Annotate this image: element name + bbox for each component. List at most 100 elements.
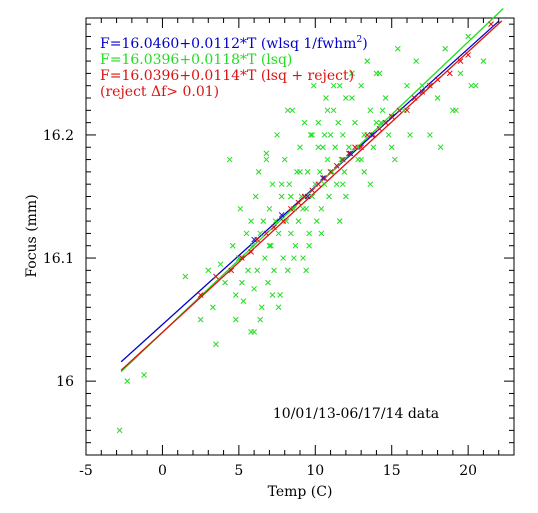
data-point bbox=[306, 230, 313, 237]
data-point bbox=[465, 33, 471, 40]
data-point bbox=[332, 144, 339, 151]
data-point bbox=[300, 205, 306, 212]
data-point bbox=[379, 107, 386, 114]
data-point bbox=[437, 144, 444, 151]
data-point bbox=[289, 107, 296, 114]
data-point bbox=[315, 119, 322, 126]
data-point bbox=[141, 372, 147, 378]
data-point bbox=[339, 156, 346, 163]
data-point bbox=[297, 169, 303, 175]
data-point bbox=[297, 144, 303, 151]
data-point bbox=[324, 156, 331, 163]
data-point bbox=[358, 156, 364, 163]
data-point bbox=[263, 150, 270, 157]
legend-entry: (reject Δf> 0.01) bbox=[100, 84, 219, 100]
data-point bbox=[411, 95, 418, 101]
data-point bbox=[266, 242, 273, 249]
data-point bbox=[468, 82, 475, 89]
data-point bbox=[335, 119, 342, 126]
data-point bbox=[239, 255, 245, 261]
legend-entry: F=16.0396+0.0118*T (lsq) bbox=[100, 52, 292, 68]
data-point bbox=[275, 230, 282, 237]
data-point bbox=[364, 58, 371, 64]
data-points bbox=[116, 21, 494, 434]
data-point bbox=[339, 132, 346, 138]
data-point bbox=[287, 230, 294, 237]
data-point bbox=[292, 242, 299, 249]
data-point bbox=[343, 95, 349, 101]
data-point bbox=[376, 125, 383, 132]
data-point bbox=[327, 132, 334, 138]
data-point bbox=[382, 119, 389, 126]
data-point bbox=[326, 193, 332, 200]
data-point bbox=[338, 156, 345, 163]
data-point bbox=[488, 21, 494, 28]
data-point bbox=[210, 304, 216, 311]
data-point bbox=[309, 132, 316, 138]
data-point bbox=[248, 249, 254, 255]
legend-entry: F=16.0460+0.0112*T (wlsq 1/fwhm2) bbox=[100, 35, 368, 52]
data-point bbox=[324, 107, 331, 114]
data-point bbox=[318, 230, 325, 237]
data-point bbox=[275, 304, 282, 311]
x-tick-label: 5 bbox=[234, 463, 243, 479]
data-point bbox=[388, 144, 395, 151]
data-point bbox=[382, 95, 389, 101]
x-tick-label: 0 bbox=[158, 463, 167, 479]
data-point bbox=[394, 45, 401, 52]
data-point bbox=[286, 181, 293, 188]
data-point bbox=[228, 267, 235, 274]
data-point bbox=[370, 132, 377, 138]
data-point bbox=[287, 193, 294, 200]
data-point bbox=[373, 119, 380, 126]
data-point bbox=[251, 285, 257, 292]
data-point bbox=[434, 76, 441, 83]
x-tick-labels: -5 0 5 10 15 20 bbox=[79, 463, 477, 479]
x-tick-label: 20 bbox=[459, 463, 477, 479]
data-point bbox=[226, 156, 233, 163]
data-point bbox=[263, 156, 270, 163]
data-point bbox=[407, 132, 413, 138]
data-point bbox=[370, 144, 377, 151]
data-point bbox=[413, 58, 420, 64]
data-point bbox=[265, 279, 271, 286]
data-point bbox=[317, 169, 323, 175]
data-point bbox=[404, 82, 410, 89]
data-point bbox=[323, 95, 329, 101]
data-point bbox=[442, 45, 449, 52]
data-point bbox=[205, 267, 212, 274]
data-point bbox=[378, 119, 384, 126]
data-point bbox=[329, 169, 335, 175]
x-tick-label: 10 bbox=[306, 463, 324, 479]
y-tick-label: 16.1 bbox=[43, 251, 74, 267]
data-point bbox=[116, 427, 123, 434]
data-point bbox=[309, 187, 316, 194]
legend-entry: F=16.0396+0.0114*T (lsq + reject) bbox=[100, 68, 354, 84]
data-point bbox=[301, 119, 308, 126]
data-point bbox=[396, 107, 403, 114]
data-point bbox=[268, 242, 274, 249]
data-point bbox=[280, 218, 287, 224]
y-tick-label: 16.2 bbox=[43, 128, 74, 144]
data-point bbox=[251, 236, 257, 243]
data-point bbox=[358, 144, 364, 151]
data-point bbox=[419, 89, 426, 95]
data-point bbox=[272, 218, 279, 224]
data-point bbox=[197, 316, 204, 323]
data-point bbox=[446, 70, 453, 77]
data-point bbox=[251, 329, 257, 335]
data-point bbox=[266, 205, 273, 212]
data-point bbox=[252, 193, 259, 200]
data-point bbox=[327, 169, 334, 175]
data-point bbox=[278, 181, 285, 188]
data-point bbox=[232, 316, 239, 323]
data-point bbox=[240, 298, 247, 304]
data-point bbox=[336, 218, 343, 224]
data-point bbox=[229, 242, 236, 249]
data-point bbox=[333, 162, 340, 169]
data-point bbox=[213, 341, 219, 348]
data-point bbox=[320, 175, 326, 181]
data-point bbox=[213, 273, 219, 280]
data-point bbox=[271, 224, 277, 231]
